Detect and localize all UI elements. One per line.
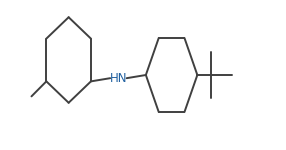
- Text: HN: HN: [110, 72, 127, 85]
